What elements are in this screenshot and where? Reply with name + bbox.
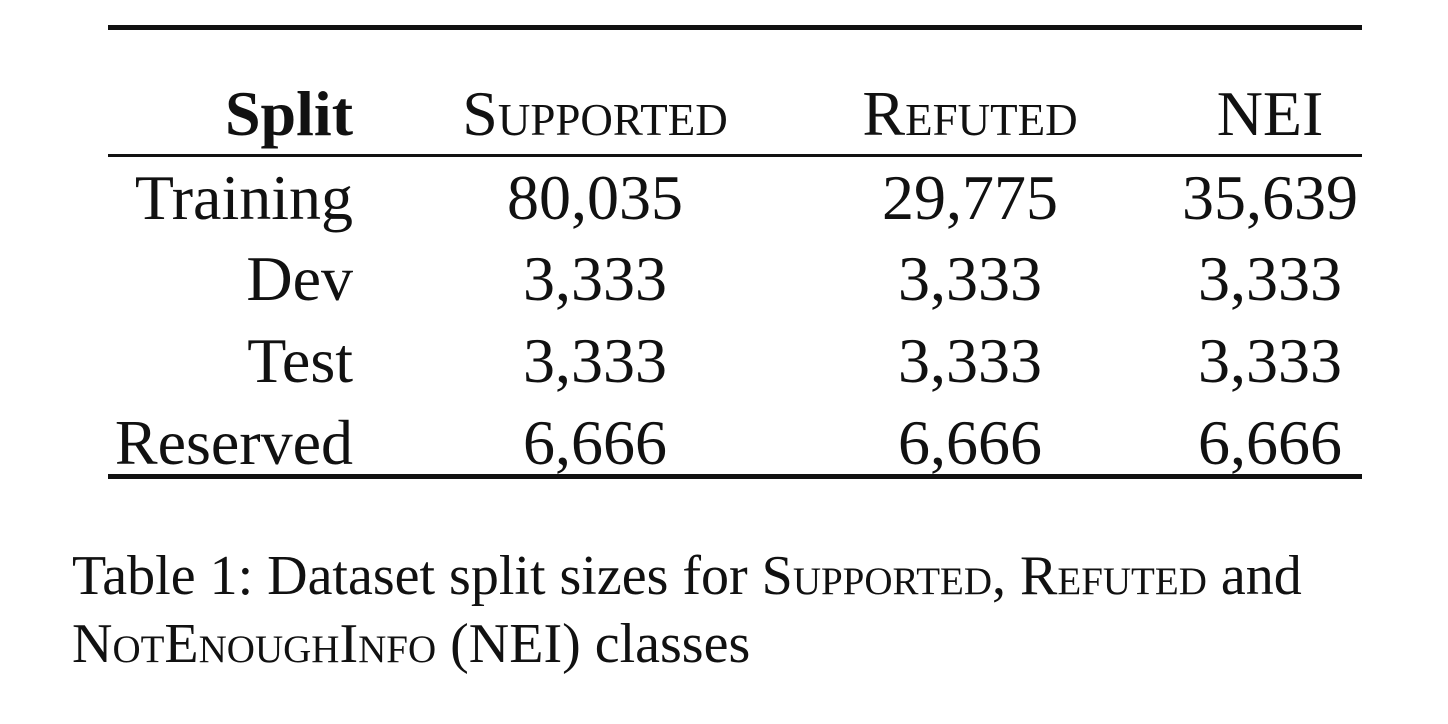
caption-sep-1: , — [992, 545, 1021, 607]
header-refuted: Refuted — [862, 78, 1078, 149]
row-training-refuted: 29,775 — [882, 162, 1058, 233]
header-supported: Supported — [462, 78, 728, 149]
row-test-split: Test — [247, 325, 353, 396]
row-dev-supported: 3,333 — [523, 243, 667, 314]
row-test-refuted: 3,333 — [898, 325, 1042, 396]
header-nei: NEI — [1216, 78, 1324, 149]
table-top-rule — [108, 25, 1362, 30]
row-reserved-refuted: 6,666 — [898, 407, 1042, 478]
row-test-supported: 3,333 — [523, 325, 667, 396]
caption-suffix: (NEI) classes — [436, 613, 751, 675]
row-dev-nei: 3,333 — [1198, 243, 1342, 314]
row-training-nei: 35,639 — [1182, 162, 1358, 233]
caption-term-notenoughinfo: NotEnoughInfo — [72, 613, 437, 675]
row-test-nei: 3,333 — [1198, 325, 1342, 396]
row-training-split: Training — [134, 162, 353, 233]
row-reserved-split: Reserved — [114, 407, 353, 478]
row-dev-refuted: 3,333 — [898, 243, 1042, 314]
caption-term-supported: Supported — [761, 545, 993, 607]
row-reserved-supported: 6,666 — [523, 407, 667, 478]
table-bottom-rule — [108, 474, 1362, 479]
caption-sep-2: and — [1206, 545, 1302, 607]
table-header-rule — [108, 154, 1362, 157]
row-training-supported: 80,035 — [507, 162, 683, 233]
row-dev-split: Dev — [246, 243, 353, 314]
caption-prefix: Table 1: Dataset split sizes for — [72, 545, 762, 607]
table-caption: Table 1: Dataset split sizes for Support… — [72, 542, 1412, 678]
row-reserved-nei: 6,666 — [1198, 407, 1342, 478]
header-split: Split — [224, 78, 353, 149]
caption-term-refuted: Refuted — [1020, 545, 1207, 607]
